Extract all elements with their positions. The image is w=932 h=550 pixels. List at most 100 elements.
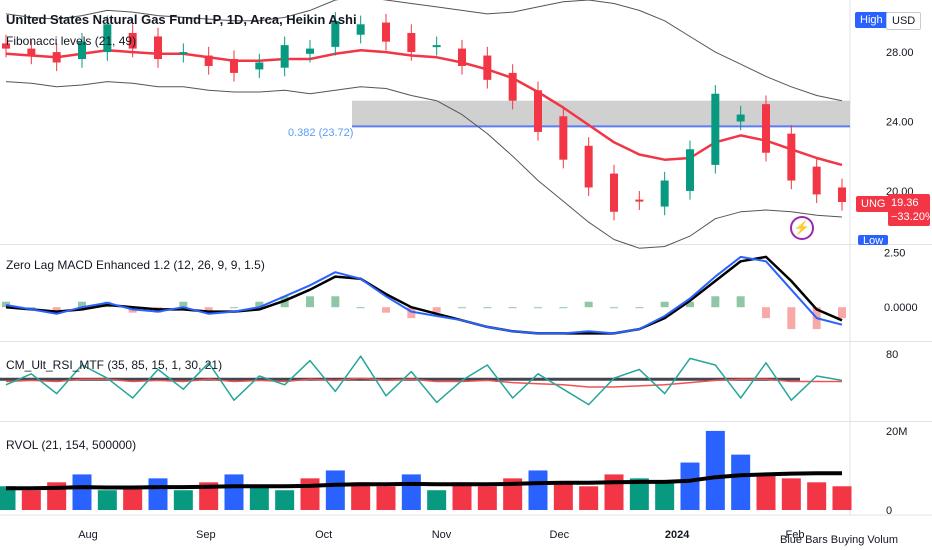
candle-body	[660, 180, 669, 207]
macd-histogram-bar	[331, 296, 340, 308]
volume-bar	[807, 482, 827, 510]
candle-body	[432, 45, 441, 48]
volume-bar	[477, 486, 497, 510]
rvol-legend-text: Blue Bars Buying Volum	[780, 534, 899, 546]
macd-histogram-bar	[382, 307, 390, 313]
volume-bar	[579, 486, 599, 510]
x-tick-label: Nov	[432, 529, 452, 541]
candle-body	[610, 173, 618, 212]
macd-indicator-label[interactable]: Zero Lag MACD Enhanced 1.2 (12, 26, 9, 9…	[6, 258, 265, 272]
lightning-bolt-icon[interactable]: ⚡	[790, 216, 814, 240]
macd-histogram-bar	[78, 301, 86, 308]
x-tick-label: Dec	[550, 529, 570, 541]
candle-body	[356, 24, 365, 35]
rvol-tick-label: 0	[886, 505, 892, 517]
candle-body	[306, 48, 314, 54]
candle-body	[559, 116, 568, 160]
fibonacci-indicator-label[interactable]: Fibonacci levels (21, 49)	[6, 34, 137, 48]
macd-histogram-bar	[534, 307, 542, 309]
volume-bar	[325, 470, 345, 510]
volume-bar	[300, 478, 320, 510]
candle-body	[686, 149, 694, 191]
change-percent: −33.20%	[891, 211, 932, 223]
last-price: 19.36	[891, 197, 919, 209]
candle-body	[78, 41, 86, 60]
macd-histogram-bar	[635, 307, 644, 309]
macd-tick-label: 0.0000	[884, 302, 918, 314]
candle-body	[128, 32, 137, 49]
lower-band-line	[5, 81, 843, 249]
x-tick-label: Feb	[786, 529, 805, 541]
volume-bar	[832, 486, 852, 510]
x-tick-label: Oct	[315, 529, 332, 541]
macd-histogram-bar	[356, 307, 365, 309]
fib-level-label: 0.382 (23.72)	[288, 127, 354, 139]
candle-body	[635, 199, 644, 202]
volume-bar	[21, 490, 41, 510]
candle-body	[230, 59, 238, 73]
volume-bar	[401, 474, 421, 510]
candle-body	[458, 48, 466, 66]
high-button[interactable]: High	[855, 12, 888, 28]
x-tick-label: 2024	[665, 529, 690, 541]
volume-bar	[351, 482, 371, 510]
currency-button[interactable]: USD	[886, 12, 922, 30]
macd-tick-label: 2.50	[884, 248, 905, 260]
macd-signal-line	[5, 255, 843, 335]
rvol-indicator-label[interactable]: RVOL (21, 154, 500000)	[6, 438, 137, 452]
fib-zone	[352, 100, 850, 127]
candle-body	[103, 24, 112, 53]
candle-body	[508, 72, 517, 101]
macd-histogram-bar	[204, 307, 213, 313]
macd-histogram-bar	[2, 301, 10, 308]
macd-histogram-bar	[458, 307, 466, 309]
macd-line	[5, 255, 843, 335]
macd-histogram-bar	[686, 301, 694, 308]
candle-body	[331, 20, 340, 47]
candle-body	[255, 62, 264, 70]
candle-body	[736, 114, 745, 122]
average-volume-line	[6, 471, 842, 491]
macd-histogram-bar	[483, 307, 492, 309]
x-tick-label: Aug	[78, 529, 98, 541]
volume-bar	[553, 482, 573, 510]
volume-bar	[173, 490, 193, 510]
candle-body	[382, 22, 390, 42]
macd-histogram-bar	[432, 307, 441, 313]
candle-body	[534, 90, 542, 132]
candle-body	[407, 32, 416, 53]
chart-title: United States Natural Gas Fund LP, 1D, A…	[6, 12, 357, 27]
macd-histogram-bar	[736, 296, 745, 308]
volume-bar	[756, 474, 776, 510]
macd-histogram-bar	[508, 307, 517, 309]
low-tag: Low	[858, 235, 889, 245]
price-tick-label: 28.00	[886, 47, 914, 59]
macd-histogram-bar	[255, 301, 264, 308]
macd-histogram-bar	[559, 307, 568, 309]
x-tick-label: Sep	[196, 529, 216, 541]
ema-line	[5, 49, 843, 167]
rsi-tick-label: 80	[886, 349, 898, 361]
macd-histogram-bar	[230, 307, 238, 309]
volume-bar	[224, 474, 244, 510]
candle-body	[154, 36, 162, 60]
candle-body	[280, 45, 289, 68]
volume-bar	[731, 454, 751, 510]
macd-histogram-bar	[584, 301, 593, 308]
candle-body	[27, 48, 36, 56]
macd-histogram-bar	[762, 307, 770, 319]
rsi-indicator-label[interactable]: CM_Ult_RSI_MTF (35, 85, 15, 1, 30, 21)	[6, 358, 223, 372]
price-tick-label: 24.00	[886, 117, 914, 129]
macd-histogram-bar	[610, 307, 618, 309]
volume-bar	[376, 486, 396, 510]
macd-histogram-bar	[27, 307, 36, 309]
volume-bar	[452, 482, 472, 510]
volume-bar	[680, 462, 700, 510]
upper-band-line	[5, 0, 843, 102]
candle-body	[812, 166, 821, 195]
candle-body	[762, 104, 770, 153]
macd-histogram-bar	[787, 307, 796, 330]
candle-body	[2, 43, 10, 49]
volume-bar	[604, 474, 624, 510]
